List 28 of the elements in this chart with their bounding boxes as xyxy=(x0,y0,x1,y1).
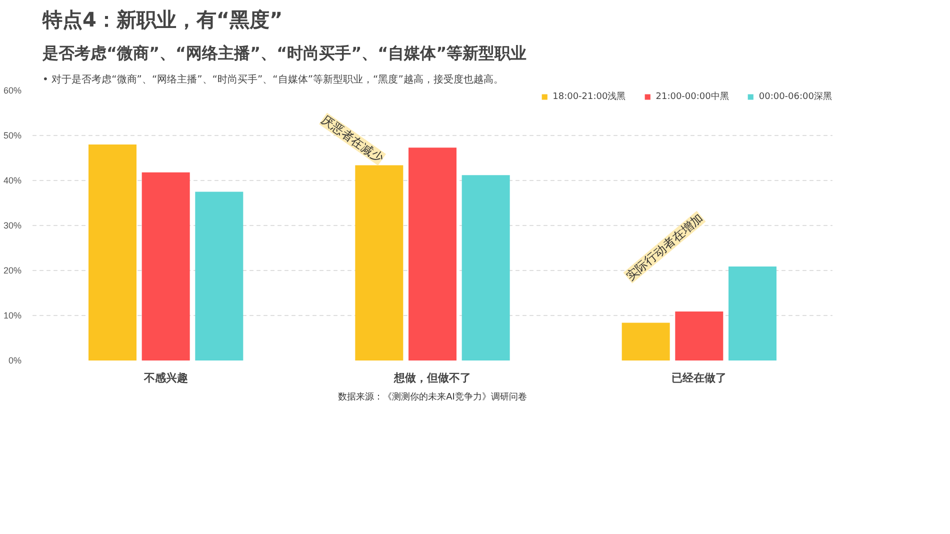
x-tick-label: 想做，但做不了 xyxy=(393,372,471,384)
y-tick-label: 20% xyxy=(3,266,22,276)
y-tick-label: 10% xyxy=(3,310,22,320)
bar xyxy=(88,144,136,360)
bar xyxy=(675,311,724,360)
annotation: 实际行动者在增加 xyxy=(623,210,706,284)
bar xyxy=(142,172,190,360)
x-tick-label: 不感兴趣 xyxy=(142,372,188,384)
x-tick-label: 已经在做了 xyxy=(672,372,727,384)
bar xyxy=(462,175,510,360)
annotation: 厌恶者在减少 xyxy=(318,112,386,166)
legend-label: 18:00-21:00浅黑 xyxy=(552,90,626,103)
bar xyxy=(195,192,244,360)
chart-subtitle: 是否考虑“微商”、“网络主播”、“时尚买手”、“自媒体”等新型职业 xyxy=(42,44,527,62)
bar xyxy=(622,322,670,360)
y-tick-label: 50% xyxy=(3,130,22,140)
y-tick-label: 30% xyxy=(3,220,22,230)
bar xyxy=(355,165,404,360)
chart-title: 特点4：新职业，有“黑度” xyxy=(42,8,283,32)
legend-label: 00:00-06:00深黑 xyxy=(758,90,832,103)
source-note: 数据来源：《测测你的未来AI竞争力》调研问卷 xyxy=(338,392,527,402)
y-tick-label: 60% xyxy=(3,86,22,96)
y-tick-label: 0% xyxy=(8,356,22,366)
bar xyxy=(408,148,456,360)
y-tick-label: 40% xyxy=(3,176,22,186)
bar xyxy=(728,266,776,360)
text: • 对于是否考虑“微商”、“网络主播”、“时尚买手”、“自媒体”等新型职业，“黑度”越高，接受度也越高。 xyxy=(42,74,504,86)
legend-label: 21:00-00:00中黑 xyxy=(656,90,729,103)
